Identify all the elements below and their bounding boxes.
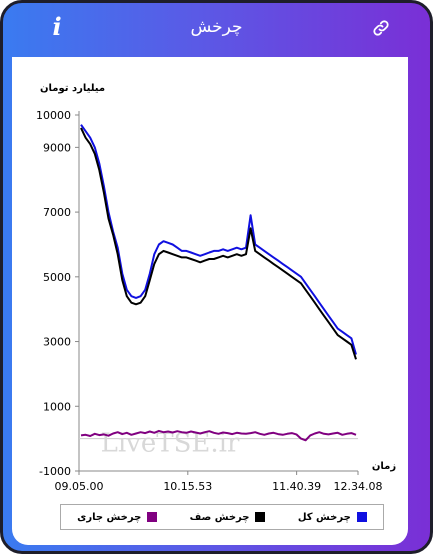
y-tick-label: 1000 xyxy=(43,400,71,413)
chart-panel: میلیارد تومان 10000 9000 7000 5000 3000 1000 -… xyxy=(12,57,408,545)
legend-label: چرخش صف xyxy=(189,511,250,523)
legend-item: چرخش صف xyxy=(190,512,266,523)
legend-label: چرخش کل xyxy=(297,511,351,523)
legend-swatch xyxy=(255,512,266,522)
x-tick-label: 10.15.53 xyxy=(163,480,212,493)
y-tick-label: -1000 xyxy=(39,465,71,478)
chart-legend: چرخش کل چرخش صف چرخش جاری xyxy=(60,504,384,530)
x-tick-label: 12.34.08 xyxy=(334,480,383,493)
series-line-3 xyxy=(80,429,357,442)
legend-label: چرخش جاری xyxy=(77,511,142,523)
y-axis-label: میلیارد تومان xyxy=(40,83,106,94)
y-tick-label: 9000 xyxy=(43,141,71,154)
x-tick-label: 09.05.00 xyxy=(55,480,104,493)
legend-swatch xyxy=(356,512,367,522)
series-line-1 xyxy=(80,124,357,355)
y-tick-label: 3000 xyxy=(43,336,71,349)
y-tick-label: 5000 xyxy=(43,271,71,284)
title-bar: i چرخش xyxy=(3,3,430,55)
legend-item: چرخش کل xyxy=(298,512,367,523)
x-axis-label: زمان xyxy=(372,461,396,472)
y-tick-label: 10000 xyxy=(36,109,71,122)
line-chart: 10000 9000 7000 5000 3000 1000 -1000 09.05.00 10… xyxy=(36,109,396,493)
series-line-2 xyxy=(80,127,357,360)
x-tick-label: 11.40.39 xyxy=(272,480,321,493)
legend-swatch xyxy=(147,512,158,522)
legend-item: چرخش جاری xyxy=(77,511,158,523)
link-icon[interactable] xyxy=(372,19,390,37)
info-button[interactable]: i xyxy=(52,12,62,41)
page-title: چرخش xyxy=(190,17,243,37)
y-tick-label: 7000 xyxy=(43,206,71,219)
